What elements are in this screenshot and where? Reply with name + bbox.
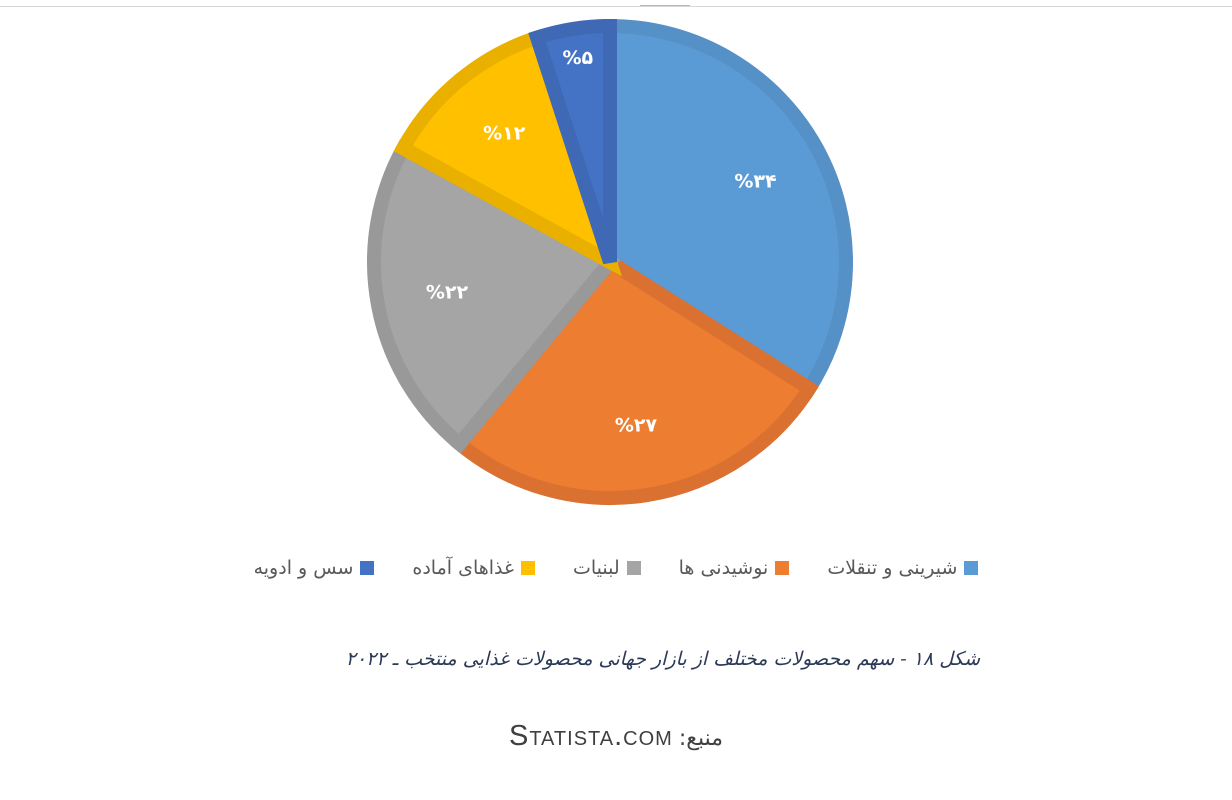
source-line: منبع: Statista.com bbox=[400, 720, 832, 766]
top-rule bbox=[0, 6, 1232, 7]
legend-item-5: سس و ادویه bbox=[254, 557, 375, 579]
pie-data-label-3: %۲۲ bbox=[426, 282, 469, 304]
pie-data-label-1: %۳۴ bbox=[734, 171, 776, 193]
legend-item-3: لبنیات bbox=[573, 557, 641, 579]
top-tab-marker bbox=[640, 0, 690, 6]
legend-swatch bbox=[964, 561, 979, 575]
pie-slice-5 bbox=[528, 18, 617, 265]
pie-data-label-2: %۲۷ bbox=[615, 414, 658, 436]
legend-label: نوشیدنی ها bbox=[678, 557, 769, 579]
pie-slices bbox=[367, 18, 853, 505]
legend-swatch bbox=[520, 561, 535, 575]
pie-slice-3 bbox=[367, 138, 621, 454]
legend-label: غذاهای آماده bbox=[412, 557, 514, 579]
pie-data-label-4: %۱۲ bbox=[483, 123, 526, 145]
legend-item-2: نوشیدنی ها bbox=[679, 557, 790, 579]
legend-swatch bbox=[775, 561, 790, 575]
legend-swatch bbox=[626, 561, 641, 575]
legend-label: سس و ادویه bbox=[253, 557, 354, 579]
legend-label: شیرینی و تنقلات bbox=[827, 557, 958, 579]
legend-item-4: غذاهای آماده bbox=[412, 557, 535, 579]
source-label: منبع: bbox=[678, 726, 724, 751]
pie-data-labels: %۳۴ %۲۷ %۲۲ %۱۲ %۵ bbox=[426, 47, 777, 436]
legend-swatch bbox=[360, 561, 375, 575]
legend-item-1: شیرینی و تنقلات bbox=[827, 557, 979, 579]
pie-chart: %۳۴ %۲۷ %۲۲ %۱۲ %۵ bbox=[367, 18, 853, 505]
figure-caption: شکل ۱۸ - سهم محصولات مختلف از بازار جهان… bbox=[345, 648, 980, 670]
source-name: Statista.com bbox=[508, 720, 673, 752]
chart-legend: شیرینی و تنقلات نوشیدنی ها لبنیات غذاهای آم… bbox=[230, 552, 1002, 584]
legend-label: لبنیات bbox=[572, 557, 620, 579]
pie-data-label-5: %۵ bbox=[562, 47, 593, 69]
pie-slice-4 bbox=[393, 28, 623, 277]
pie-slice-2 bbox=[449, 252, 819, 505]
